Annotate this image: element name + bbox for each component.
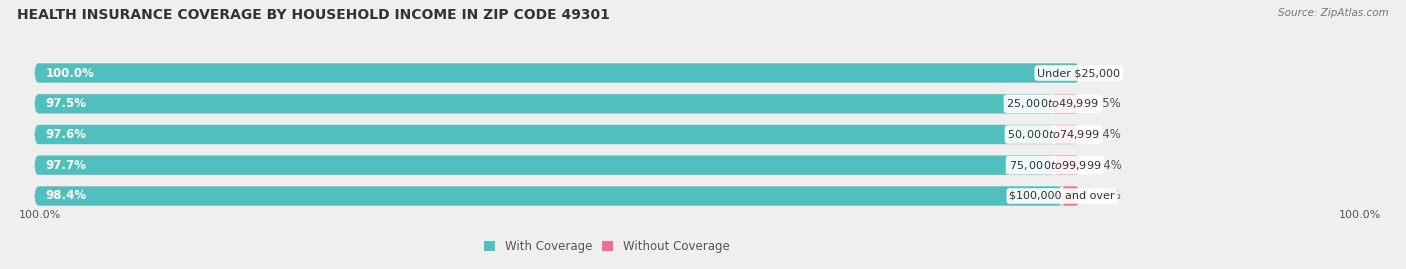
- FancyBboxPatch shape: [35, 63, 1078, 83]
- Text: 2.4%: 2.4%: [1092, 159, 1122, 172]
- Text: 97.7%: 97.7%: [45, 159, 86, 172]
- FancyBboxPatch shape: [35, 186, 1062, 206]
- Text: HEALTH INSURANCE COVERAGE BY HOUSEHOLD INCOME IN ZIP CODE 49301: HEALTH INSURANCE COVERAGE BY HOUSEHOLD I…: [17, 8, 610, 22]
- Legend: With Coverage, Without Coverage: With Coverage, Without Coverage: [479, 235, 734, 258]
- Text: Under $25,000: Under $25,000: [1038, 68, 1121, 78]
- FancyBboxPatch shape: [35, 94, 1053, 113]
- Text: $25,000 to $49,999: $25,000 to $49,999: [1007, 97, 1099, 110]
- Text: Source: ZipAtlas.com: Source: ZipAtlas.com: [1278, 8, 1389, 18]
- Text: 97.6%: 97.6%: [45, 128, 86, 141]
- FancyBboxPatch shape: [35, 125, 1078, 144]
- Text: $100,000 and over: $100,000 and over: [1010, 191, 1115, 201]
- FancyBboxPatch shape: [1054, 156, 1080, 175]
- FancyBboxPatch shape: [35, 94, 1078, 113]
- Text: $75,000 to $99,999: $75,000 to $99,999: [1008, 159, 1101, 172]
- FancyBboxPatch shape: [35, 63, 1078, 83]
- FancyBboxPatch shape: [35, 186, 1078, 206]
- Text: 100.0%: 100.0%: [1340, 210, 1382, 220]
- Text: 0.0%: 0.0%: [1091, 66, 1121, 80]
- FancyBboxPatch shape: [1053, 94, 1078, 113]
- FancyBboxPatch shape: [1053, 125, 1078, 144]
- FancyBboxPatch shape: [1062, 186, 1078, 206]
- Text: 2.4%: 2.4%: [1091, 128, 1121, 141]
- Text: 97.5%: 97.5%: [45, 97, 86, 110]
- Text: 100.0%: 100.0%: [45, 66, 94, 80]
- Text: $50,000 to $74,999: $50,000 to $74,999: [1008, 128, 1099, 141]
- FancyBboxPatch shape: [35, 156, 1078, 175]
- Text: 2.5%: 2.5%: [1091, 97, 1121, 110]
- FancyBboxPatch shape: [35, 156, 1054, 175]
- FancyBboxPatch shape: [35, 125, 1053, 144]
- Text: 98.4%: 98.4%: [45, 189, 87, 203]
- Text: 1.6%: 1.6%: [1091, 189, 1121, 203]
- Text: 100.0%: 100.0%: [20, 210, 62, 220]
